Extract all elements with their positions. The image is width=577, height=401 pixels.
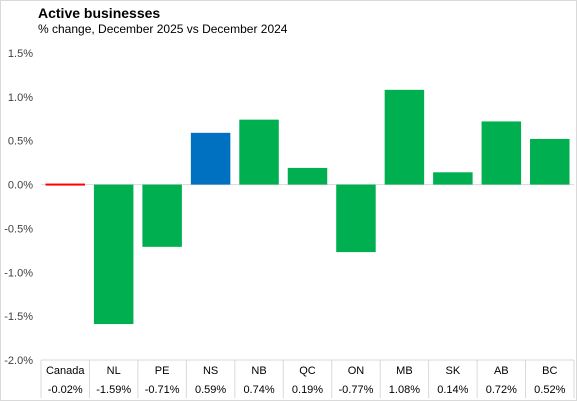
bar-nl [93,184,134,325]
y-tick-label: -2.0% [4,355,33,367]
bars [45,89,570,325]
category-label: ON [348,365,365,377]
value-label: 0.74% [243,384,274,396]
category-label: SK [446,365,461,377]
value-label: 0.14% [437,384,468,396]
category-table: Canada -0.02% NL -1.59% PE -0.71% NS 0.59% NB 0.7… [40,359,575,398]
bar-on [336,184,376,253]
value-label: 0.52% [534,384,565,396]
category-label: QC [299,365,316,377]
value-label: -0.71% [145,384,180,396]
category-label: MB [396,365,413,377]
category-label: BC [542,365,557,377]
bar-ns [190,132,231,185]
chart-title: Active businesses [38,5,160,21]
bar-mb [384,89,425,185]
value-label: 1.08% [389,384,420,396]
value-label: 0.59% [195,384,226,396]
bar-pe [142,184,182,247]
y-tick-label: -0.5% [4,223,33,235]
category-label: NL [107,365,121,377]
category-label: NB [251,365,266,377]
bar-ab [481,121,522,185]
value-label: 0.19% [292,384,323,396]
y-tick-label: 1.5% [8,48,33,60]
category-label: AB [494,365,509,377]
category-label: NS [203,365,218,377]
chart-subtitle: % change, December 2025 vs December 2024 [38,22,288,36]
bar-canada [45,183,85,186]
category-label: Canada [46,365,85,377]
y-tick-label: 0.5% [8,136,33,148]
y-tick-label: 1.0% [8,92,33,104]
y-axis: 1.5% 1.0% 0.5% 0.0% -0.5% -1.0% -1.5% -2.0% [4,48,574,367]
value-label: -0.02% [48,384,83,396]
bar-qc [287,167,328,185]
y-tick-label: -1.0% [4,267,33,279]
y-tick-label: -1.5% [4,311,33,323]
bar-bc [530,138,570,185]
value-label: -1.59% [96,384,131,396]
bar-nb [239,119,279,185]
y-tick-label: 0.0% [8,180,33,192]
bar-sk [433,172,473,185]
value-label: 0.72% [486,384,517,396]
category-label: PE [155,365,170,377]
value-label: -0.77% [339,384,374,396]
